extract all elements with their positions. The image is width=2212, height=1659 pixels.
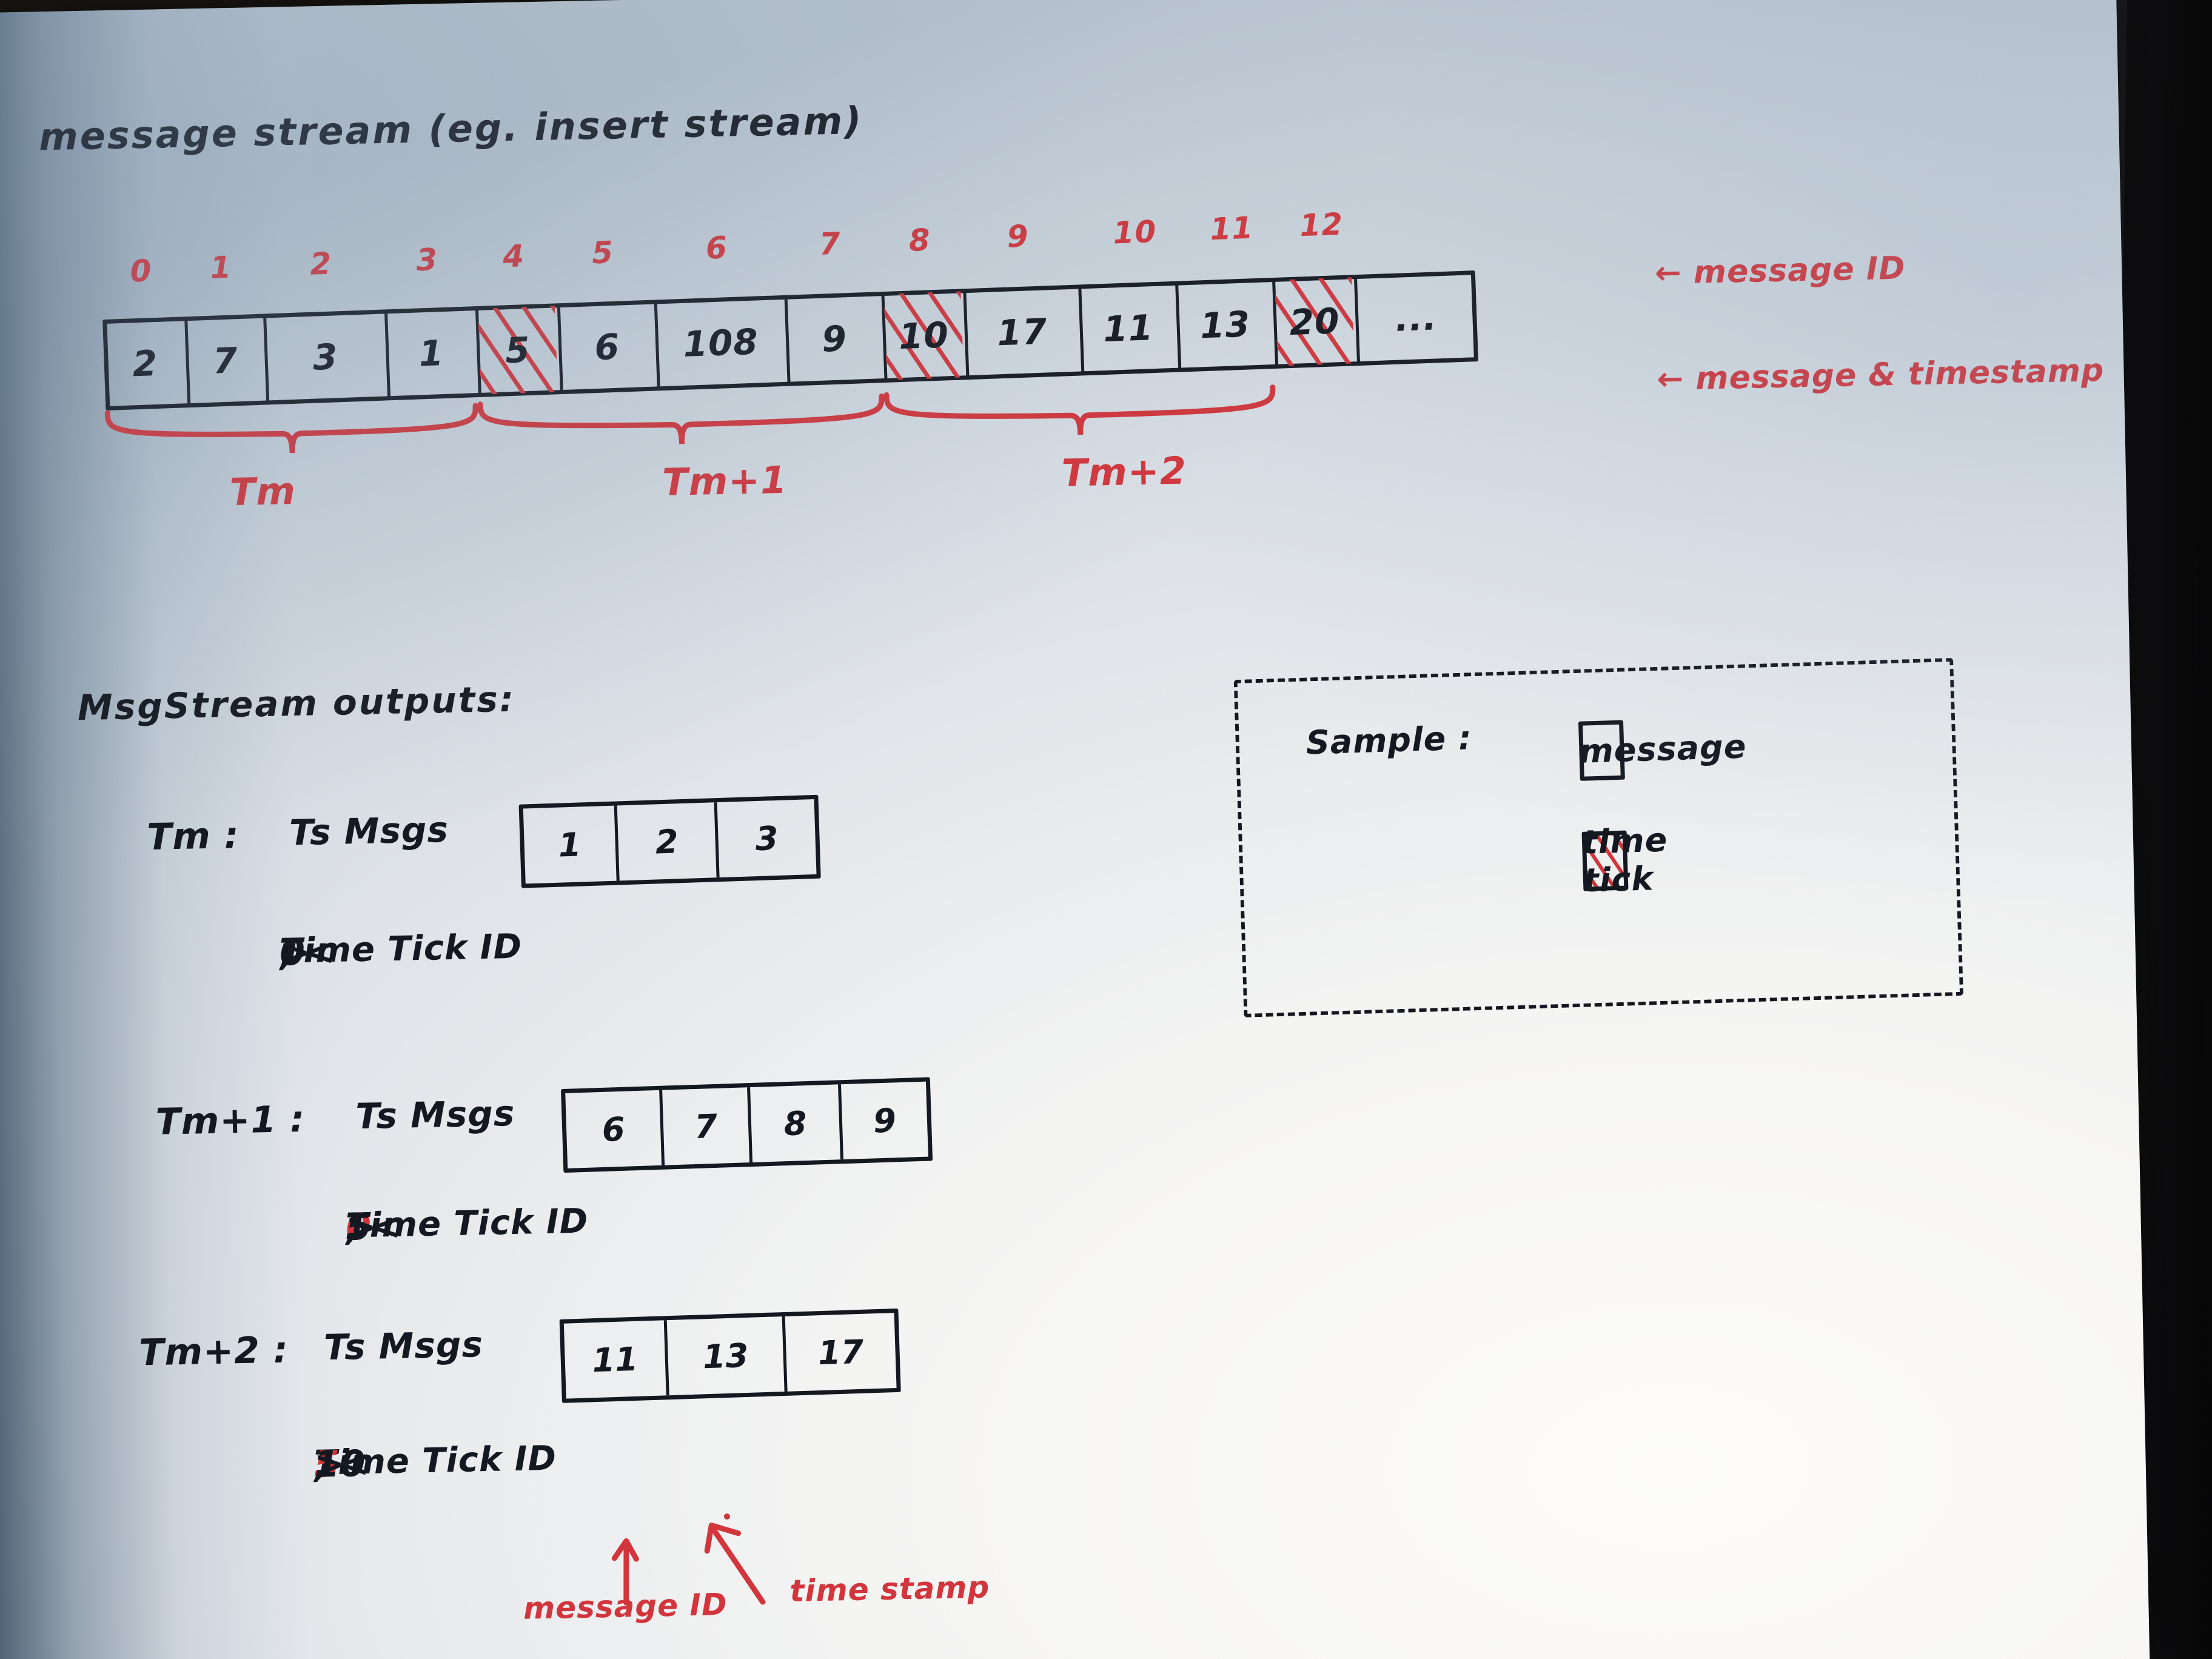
stream-cell-message: 7 [212, 340, 239, 382]
ts-msg-cell: 8 [750, 1084, 843, 1162]
ts-msg-cell: 13 [666, 1316, 788, 1396]
legend-box: Sample : message time tick [1233, 657, 1964, 1017]
time-window-label: Tm+2 [1061, 448, 1187, 495]
stream-index-label: 0 [129, 253, 152, 289]
ts-msg-cell: 7 [662, 1087, 753, 1165]
output-group-name: Tm+1 : [155, 1098, 306, 1144]
legend-item-timetick: time tick [1581, 820, 1668, 899]
stream-cell-message: 108 [682, 321, 759, 365]
stream-index-label: 12 [1298, 206, 1344, 244]
angle-close-bracket: > [345, 1205, 378, 1249]
msgstream-outputs-heading: MsgStream outputs: [77, 678, 516, 729]
angle-close-bracket: > [313, 1443, 346, 1486]
time-window-label: Tm+1 [662, 457, 788, 504]
ts-msgs-label: Ts Msgs [289, 809, 449, 854]
stream-index-label: 5 [591, 234, 614, 270]
stream-cell-message: 2 [132, 342, 159, 385]
stream-cell-timetick: 20 [1289, 300, 1341, 344]
output-group-name: Tm+2 : [138, 1329, 289, 1375]
stream-cell-message: 11 [1102, 307, 1155, 350]
stream-cell-timetick: 5 [504, 329, 531, 372]
ts-msg-cell: 17 [817, 1332, 865, 1372]
stream-index-label: 8 [908, 222, 931, 259]
stream-index-label: 4 [501, 238, 525, 274]
stream-index-label: 9 [1006, 218, 1030, 255]
stream-cell-message: 9 [821, 318, 848, 360]
stream-index-label: 2 [309, 246, 333, 282]
ts-msg-cell: 9 [873, 1101, 897, 1140]
stream-index-label: 10 [1112, 213, 1158, 251]
stream-cell-message: 17 [996, 310, 1048, 354]
stream-index-label: 7 [818, 226, 842, 263]
legend-item-timetick-label: time tick [1581, 820, 1669, 900]
ts-msg-cell: 1 [523, 805, 620, 884]
stream-cell-message: 6 [594, 326, 621, 369]
time-window-brace [477, 394, 885, 450]
annotation-message-id: ← message ID [1654, 250, 1906, 292]
ts-msg-cell: 3 [754, 819, 779, 858]
ts-msgs-box: 11 13 17 [559, 1308, 901, 1403]
page-title: message stream (eg. insert stream) [38, 98, 864, 159]
callout-timestamp-label: time stamp [789, 1569, 990, 1609]
ts-msgs-label: Ts Msgs [323, 1324, 484, 1369]
stream-index-label: 1 [209, 249, 233, 286]
ts-msgs-label: Ts Msgs [355, 1092, 515, 1138]
ts-msg-cell: 6 [565, 1090, 665, 1168]
stream-cell-message: 1 [418, 332, 445, 375]
time-window-brace [883, 384, 1276, 441]
annotation-message-timestamp: ← message & timestamp [1657, 352, 2105, 398]
ts-msg-cell: 11 [563, 1320, 669, 1399]
output-group-name: Tm : [146, 814, 240, 859]
timestamp-callout-arrow [700, 1512, 781, 1605]
stream-index-label: 3 [415, 241, 439, 278]
time-window-braces: Tm Tm+1 Tm+2 [0, 0, 2116, 514]
callout-message-id-label: message ID [523, 1587, 728, 1626]
stream-cell-message: 3 [312, 336, 339, 378]
time-window-brace [104, 403, 478, 459]
time-window-label: Tm [229, 468, 297, 515]
ts-msg-cell: 2 [617, 802, 720, 881]
stream-cell-timetick: 10 [897, 314, 950, 358]
legend-item-message-label: message [1578, 726, 1748, 771]
stream-cell-ellipsis: ... [1394, 297, 1438, 340]
stream-index-label: 6 [705, 230, 728, 267]
stream-index-label: 11 [1209, 210, 1255, 247]
legend-title: Sample : [1305, 719, 1473, 762]
message-id-callout-arrow [600, 1530, 656, 1606]
stream-cell-message: 13 [1199, 303, 1252, 347]
angle-close-bracket: > [279, 931, 312, 974]
legend-item-message: message [1578, 720, 1747, 781]
